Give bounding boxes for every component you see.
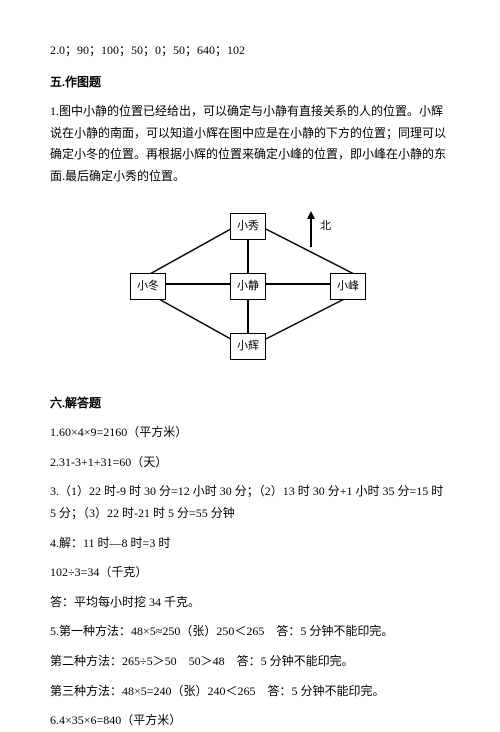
node-hui: 小辉 [230, 333, 266, 361]
section6-body: 1.60×4×9=2160（平方米） 2.31-3+1+31=60（天） 3.（1）… [50, 422, 450, 732]
answer-line: 第三种方法：48×5=240（张）240＜265 答：5 分钟不能印完。 [50, 681, 450, 703]
answer-line: 答：平均每小时挖 34 千克。 [50, 592, 450, 614]
answer-line: 102÷3=34（千克） [50, 562, 450, 584]
section5-paragraph: 1.图中小静的位置已经给出，可以确定与小静有直接关系的人的位置。小辉说在小静的南… [50, 101, 450, 187]
answer-line: 6.4×35×6=840（平方米） [50, 710, 450, 732]
answer-line: 2.31-3+1+31=60（天） [50, 452, 450, 474]
answer-line: 5.第一种方法：48×5≈250（张）250＜265 答：5 分钟不能印完。 [50, 621, 450, 643]
section5-heading: 五.作图题 [50, 72, 450, 94]
node-jing: 小静 [230, 273, 266, 301]
answer-line: 4.解：11 时—8 时=3 时 [50, 533, 450, 555]
node-feng: 小峰 [330, 273, 366, 301]
top-answer-line: 2.0；90；100；50；0；50；640；102 [50, 40, 450, 62]
position-diagram: 小秀小冬 小静 小峰小辉 北 [110, 203, 410, 373]
answer-line: 3.（1）22 时-9 时 30 分=12 小时 30 分；（2）13 时 30… [50, 481, 450, 524]
north-label: 北 [320, 217, 331, 237]
section6-heading: 六.解答题 [50, 393, 450, 415]
answer-line: 第二种方法：265÷5＞50 50＞48 答：5 分钟不能印完。 [50, 651, 450, 673]
answer-line: 1.60×4×9=2160（平方米） [50, 422, 450, 444]
node-xiu: 小秀 [230, 213, 266, 241]
node-dong: 小冬 [130, 273, 166, 301]
